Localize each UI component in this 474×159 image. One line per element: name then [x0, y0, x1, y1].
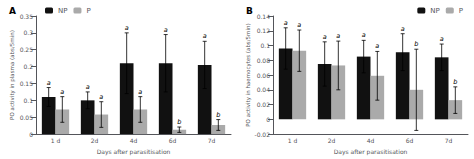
svg-text:2d: 2d [91, 137, 99, 144]
svg-text:1 d: 1 d [51, 137, 61, 144]
svg-text:b: b [414, 40, 418, 48]
svg-text:0.05: 0.05 [20, 114, 34, 121]
svg-text:Days after parasitisation: Days after parasitisation [97, 148, 171, 156]
svg-text:6d: 6d [406, 137, 414, 144]
svg-text:a: a [138, 88, 142, 96]
svg-text:1 d: 1 d [288, 137, 298, 144]
svg-text:a: a [297, 21, 301, 29]
svg-text:b: b [177, 118, 181, 126]
svg-text:a: a [47, 79, 51, 87]
svg-text:a: a [284, 19, 288, 27]
svg-text:P: P [86, 7, 90, 15]
svg-text:0: 0 [266, 116, 270, 123]
svg-text:6d: 6d [169, 137, 177, 144]
svg-text:0.1: 0.1 [260, 42, 270, 49]
svg-text:a: a [440, 35, 444, 43]
svg-text:NP: NP [58, 7, 67, 15]
svg-text:0.02: 0.02 [257, 101, 271, 108]
svg-text:0.04: 0.04 [257, 86, 271, 93]
svg-text:4d: 4d [130, 137, 138, 144]
svg-text:a: a [125, 24, 129, 32]
svg-text:0.08: 0.08 [257, 57, 271, 64]
svg-text:a: a [401, 25, 405, 33]
svg-text:B: B [246, 6, 253, 16]
svg-text:NP: NP [430, 7, 439, 15]
svg-text:a: a [375, 42, 379, 50]
svg-text:0.2: 0.2 [23, 63, 33, 70]
svg-text:0: 0 [29, 131, 33, 138]
svg-text:b: b [216, 111, 220, 119]
svg-text:a: a [336, 32, 340, 40]
svg-text:b: b [453, 78, 457, 86]
svg-text:a: a [203, 32, 207, 40]
svg-text:2d: 2d [328, 137, 336, 144]
svg-text:0.3: 0.3 [23, 29, 33, 36]
svg-text:a: a [86, 83, 90, 91]
svg-text:0.06: 0.06 [257, 72, 271, 79]
svg-text:0.14: 0.14 [257, 13, 271, 20]
svg-text:4d: 4d [367, 137, 375, 144]
svg-text:0.12: 0.12 [257, 27, 271, 34]
svg-text:-0.02: -0.02 [254, 131, 270, 138]
svg-text:A: A [9, 6, 16, 16]
svg-text:PO activity in haemocytes (abs: PO activity in haemocytes (abs/5min) [245, 23, 252, 126]
svg-text:a: a [164, 26, 168, 34]
svg-text:a: a [362, 31, 366, 39]
svg-text:0.1: 0.1 [23, 97, 33, 104]
svg-text:0.35: 0.35 [20, 13, 34, 20]
svg-text:a: a [60, 88, 64, 96]
svg-text:7d: 7d [208, 137, 216, 144]
svg-text:PO activity in plasma (abs/5mi: PO activity in plasma (abs/5min) [9, 30, 16, 120]
svg-text:a: a [99, 93, 103, 101]
svg-text:0.25: 0.25 [20, 46, 34, 53]
svg-text:7d: 7d [445, 137, 453, 144]
svg-text:P: P [459, 7, 463, 15]
svg-text:Days after parasitisation: Days after parasitisation [334, 148, 408, 156]
svg-text:0.15: 0.15 [20, 80, 34, 87]
svg-text:a: a [323, 33, 327, 41]
